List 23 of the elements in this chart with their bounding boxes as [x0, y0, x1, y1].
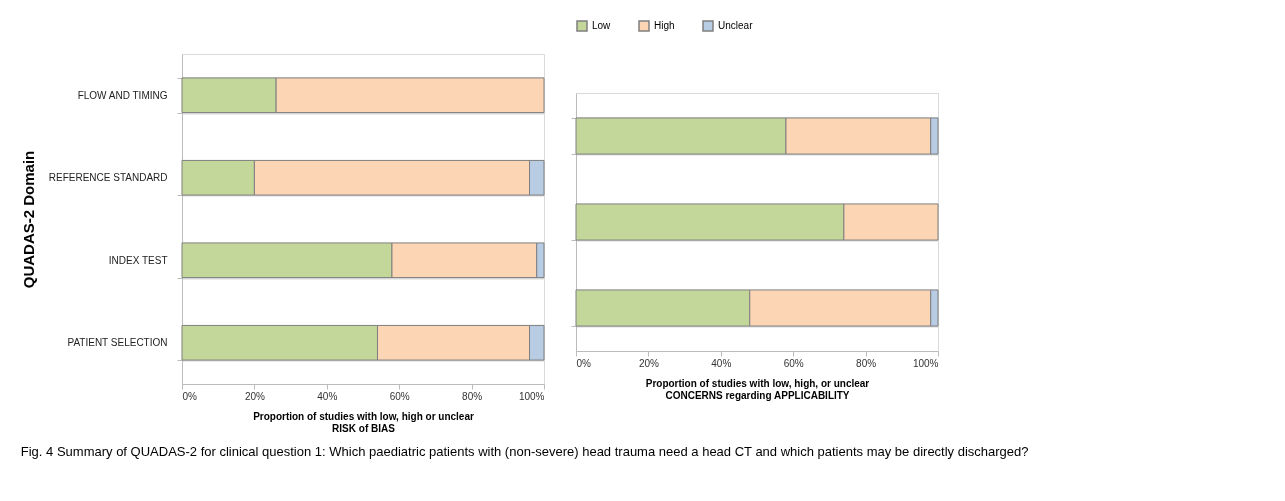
x-tick-label: 0% [182, 390, 198, 402]
y-axis-title: QUADAS-2 Domain [19, 150, 37, 289]
x-tick-label: 100% [912, 357, 939, 369]
x-tick-label: 80% [462, 390, 483, 402]
x-tick-label: 60% [389, 390, 410, 402]
x-tick-label: 100% [518, 390, 545, 402]
x-tick-label: 20% [244, 390, 266, 402]
y-tick-label: FLOW AND TIMING [77, 89, 168, 101]
x-tick-label: 80% [856, 357, 877, 369]
x-tick-label: 40% [711, 357, 732, 369]
legend-label: High [654, 20, 675, 31]
x-tick-label: 20% [638, 357, 660, 369]
y-tick-label: REFERENCE STANDARD [48, 172, 168, 184]
x-tick-label: 60% [783, 357, 804, 369]
x-tick-label: 0% [576, 357, 592, 369]
x-axis-title: Proportion of studies with low, high or unclear RISK of BIAS [253, 410, 474, 434]
legend-label: Low [592, 20, 612, 31]
legend-label: Unclear [718, 20, 754, 31]
y-tick-label: INDEX TEST [108, 254, 168, 266]
x-axis-title: Proportion of studies with low, high, or unclear CONCERNS regarding APPLICABILITY [645, 377, 870, 401]
x-tick-label: 40% [317, 390, 338, 402]
y-tick-label: PATIENT SELECTION [67, 337, 168, 349]
caption: Fig. 4 Summary of QUADAS-2 for clinical question 1: Which paediatric patients with (non-severe) head trauma need a head CT and which patients may be directly discharged? [20, 443, 1029, 459]
